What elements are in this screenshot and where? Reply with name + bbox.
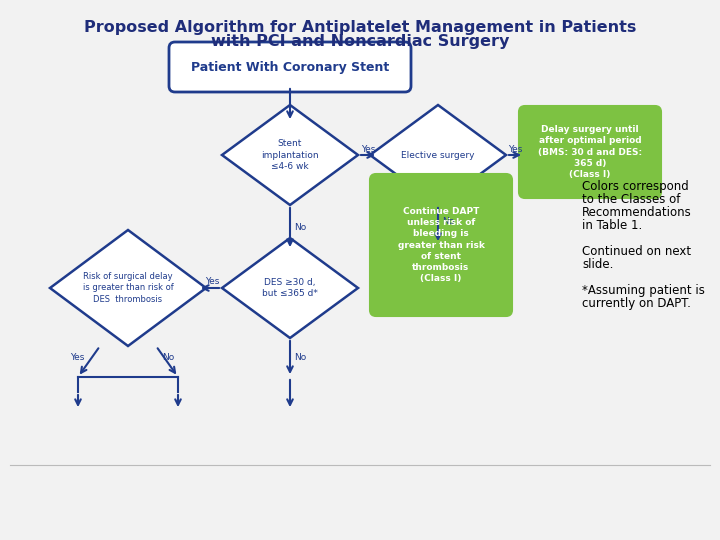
Text: to the Classes of: to the Classes of <box>582 193 680 206</box>
Text: DES ≥30 d,
but ≤365 d*: DES ≥30 d, but ≤365 d* <box>262 278 318 298</box>
Text: Stent
implantation
≤4-6 wk: Stent implantation ≤4-6 wk <box>261 139 319 171</box>
Text: Proposed Algorithm for Antiplatelet Management in Patients: Proposed Algorithm for Antiplatelet Mana… <box>84 20 636 35</box>
Text: in Table 1.: in Table 1. <box>582 219 642 232</box>
Text: Risk of surgical delay
is greater than risk of
DES  thrombosis: Risk of surgical delay is greater than r… <box>83 272 174 303</box>
Text: No: No <box>442 218 454 226</box>
Text: Yes: Yes <box>204 278 219 287</box>
Polygon shape <box>222 238 358 338</box>
Polygon shape <box>370 105 506 205</box>
Text: slide.: slide. <box>582 258 613 271</box>
Polygon shape <box>222 105 358 205</box>
Text: currently on DAPT.: currently on DAPT. <box>582 297 691 310</box>
Text: Elective surgery: Elective surgery <box>401 151 474 159</box>
Text: Yes: Yes <box>508 145 522 153</box>
FancyBboxPatch shape <box>519 106 661 198</box>
Text: No: No <box>294 222 306 232</box>
Text: Yes: Yes <box>361 145 375 153</box>
Text: *Assuming patient is: *Assuming patient is <box>582 284 705 297</box>
Polygon shape <box>50 230 206 346</box>
Text: Recommendations: Recommendations <box>582 206 692 219</box>
FancyBboxPatch shape <box>370 174 512 316</box>
Text: Continue DAPT
unless risk of
bleeding is
greater than risk
of stent
thrombosis
(: Continue DAPT unless risk of bleeding is… <box>397 207 485 283</box>
Text: Delay surgery until
after optimal period
(BMS: 30 d and DES:
365 d)
(Class I): Delay surgery until after optimal period… <box>538 125 642 179</box>
Text: Continued on next: Continued on next <box>582 245 691 258</box>
FancyBboxPatch shape <box>169 42 411 92</box>
Text: No: No <box>294 353 306 361</box>
Text: No: No <box>162 353 174 361</box>
Text: with PCI and Noncardiac Surgery: with PCI and Noncardiac Surgery <box>211 34 509 49</box>
Text: Colors correspond: Colors correspond <box>582 180 689 193</box>
Text: Yes: Yes <box>70 353 84 361</box>
Text: Patient With Coronary Stent: Patient With Coronary Stent <box>191 60 389 73</box>
